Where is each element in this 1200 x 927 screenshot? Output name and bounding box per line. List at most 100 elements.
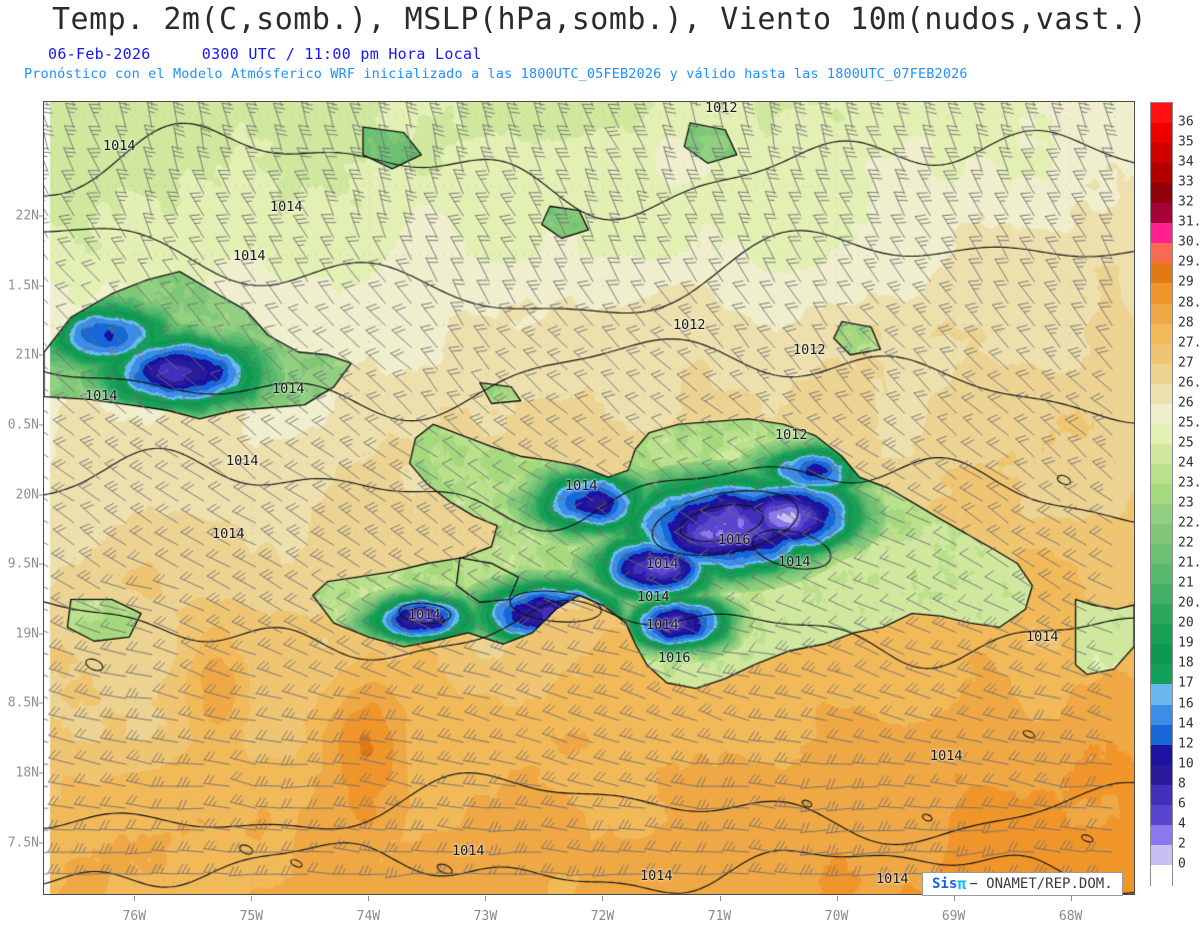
colorbar-tick-label: 21.5 xyxy=(1178,555,1200,571)
longitude-tick-label: 75W xyxy=(239,909,264,924)
colorbar-band xyxy=(1151,243,1172,264)
colorbar-band xyxy=(1151,323,1172,345)
colorbar-tick-label: 20 xyxy=(1178,615,1194,631)
latitude-tick xyxy=(39,285,43,287)
colorbar-band xyxy=(1151,363,1172,385)
colorbar-band xyxy=(1151,604,1172,625)
colorbar-tick-label: 26 xyxy=(1178,395,1194,411)
colorbar-band xyxy=(1151,544,1172,565)
colorbar-band xyxy=(1151,504,1172,525)
latitude-tick xyxy=(39,494,43,496)
colorbar-band xyxy=(1151,103,1172,124)
colorbar-tick-label: 28 xyxy=(1178,315,1194,331)
colorbar-tick-label: 30.7 xyxy=(1178,234,1200,250)
latitude-tick-label: 9.5N xyxy=(7,556,39,572)
latitude-tick xyxy=(39,424,43,426)
colorbar-band xyxy=(1151,584,1172,605)
colorbar-band xyxy=(1151,844,1172,866)
latitude-tick xyxy=(39,215,43,217)
model-validity-text: Pronóstico con el Modelo Atmósferico WRF… xyxy=(24,66,968,82)
longitude-tick xyxy=(134,896,136,901)
colorbar-band xyxy=(1151,383,1172,405)
colorbar-tick-label: 29 xyxy=(1178,274,1194,290)
colorbar-tick-label: 34 xyxy=(1178,154,1194,170)
colorbar-band xyxy=(1151,744,1172,766)
longitude-tick xyxy=(719,896,721,901)
colorbar-tick-label: 6 xyxy=(1178,796,1186,812)
colorbar-tick-label: 23 xyxy=(1178,495,1194,511)
colorbar-tick-labels: 363534333231.530.729.72928.52827.52726.5… xyxy=(1178,102,1200,886)
colorbar-tick-label: 31.5 xyxy=(1178,214,1200,230)
brand-sis-label: Sis xyxy=(932,876,958,892)
longitude-tick-label: 72W xyxy=(590,909,615,924)
weather-map-canvas xyxy=(44,102,1134,894)
latitude-tick-label: 21N xyxy=(15,347,39,363)
longitude-tick xyxy=(836,896,838,901)
colorbar-tick-label: 2 xyxy=(1178,836,1186,852)
colorbar-band xyxy=(1151,524,1172,545)
latitude-tick xyxy=(39,842,43,844)
brand-pi-icon: π xyxy=(957,875,967,893)
colorbar-band xyxy=(1151,223,1172,244)
colorbar-band xyxy=(1151,483,1172,505)
latitude-tick xyxy=(39,772,43,774)
colorbar-tick-label: 12 xyxy=(1178,736,1194,752)
colorbar-tick-label: 17 xyxy=(1178,675,1194,691)
colorbar-tick-label: 25 xyxy=(1178,435,1194,451)
longitude-tick-label: 73W xyxy=(473,909,498,924)
colorbar-tick-label: 35 xyxy=(1178,134,1194,150)
forecast-date: 06-Feb-2026 xyxy=(48,45,151,63)
colorbar-tick-label: 24 xyxy=(1178,455,1194,471)
latitude-tick-label: 1.5N xyxy=(7,278,39,294)
latitude-tick xyxy=(39,702,43,704)
latitude-tick-label: 19N xyxy=(15,626,39,642)
longitude-tick xyxy=(953,896,955,901)
colorbar-band xyxy=(1151,343,1172,365)
longitude-tick-label: 76W xyxy=(122,909,147,924)
datetime-row: 06-Feb-2026 0300 UTC / 11:00 pm Hora Loc… xyxy=(48,44,482,63)
colorbar-tick-label: 19 xyxy=(1178,635,1194,651)
latitude-tick xyxy=(39,563,43,565)
colorbar-tick-label: 25.5 xyxy=(1178,415,1200,431)
colorbar-tick-label: 8 xyxy=(1178,776,1186,792)
colorbar-tick-label: 20.5 xyxy=(1178,595,1200,611)
colorbar-tick-label: 0 xyxy=(1178,856,1186,872)
map-frame xyxy=(43,101,1135,895)
colorbar-tick-label: 27 xyxy=(1178,355,1194,371)
colorbar-band xyxy=(1151,724,1172,746)
colorbar-tick-label: 29.7 xyxy=(1178,254,1200,270)
latitude-tick-label: 0.5N xyxy=(7,417,39,433)
colorbar-band xyxy=(1151,423,1172,445)
colorbar-tick-label: 4 xyxy=(1178,816,1186,832)
colorbar-band xyxy=(1151,644,1172,666)
longitude-tick-label: 68W xyxy=(1058,909,1083,924)
colorbar-tick-label: 14 xyxy=(1178,716,1194,732)
colorbar-band xyxy=(1151,864,1172,886)
longitude-axis: 76W 75W 74W 73W 72W 71W 70W 69W 68W xyxy=(43,896,1135,927)
colorbar-band xyxy=(1151,684,1172,706)
longitude-tick-label: 74W xyxy=(356,909,381,924)
colorbar-band xyxy=(1151,123,1172,144)
colorbar-band xyxy=(1151,564,1172,585)
longitude-tick-label: 70W xyxy=(824,909,849,924)
colorbar-tick-label: 23.5 xyxy=(1178,475,1200,491)
longitude-tick-label: 71W xyxy=(707,909,732,924)
colorbar-tick-label: 36 xyxy=(1178,114,1194,130)
colorbar-tick-label: 10 xyxy=(1178,756,1194,772)
latitude-tick xyxy=(39,354,43,356)
colorbar-tick-label: 22.5 xyxy=(1178,515,1200,531)
colorbar-tick-label: 32 xyxy=(1178,194,1194,210)
longitude-tick xyxy=(602,896,604,901)
colorbar-band xyxy=(1151,764,1172,786)
colorbar-tick-label: 28.5 xyxy=(1178,295,1200,310)
latitude-tick-label: 18N xyxy=(15,765,39,781)
colorbar-band xyxy=(1151,784,1172,806)
latitude-tick-label: 8.5N xyxy=(7,695,39,711)
colorbar-band xyxy=(1151,203,1172,224)
colorbar-tick-label: 22 xyxy=(1178,535,1194,551)
colorbar-band xyxy=(1151,824,1172,846)
longitude-tick xyxy=(485,896,487,901)
colorbar-band xyxy=(1151,664,1172,686)
page-title: Temp. 2m(C,somb.), MSLP(hPa,somb.), Vien… xyxy=(52,2,1148,37)
temperature-colorbar xyxy=(1150,102,1173,886)
